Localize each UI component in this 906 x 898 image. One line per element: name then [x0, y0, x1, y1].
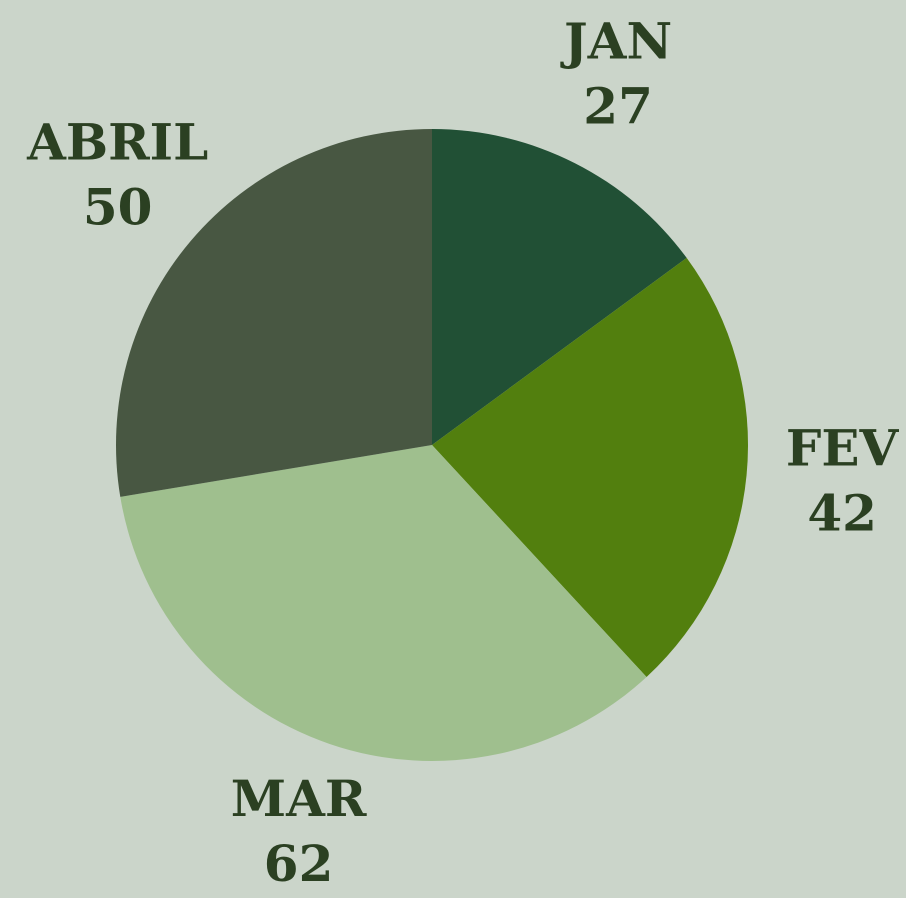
pie-slice	[120, 445, 647, 761]
slice-value: 42	[807, 483, 877, 542]
slice-label: MAR	[231, 769, 367, 828]
pie-slice	[115, 129, 432, 497]
slice-label: ABRIL	[26, 113, 208, 172]
slice-value: 62	[264, 834, 334, 893]
slice-value: 50	[83, 178, 153, 237]
slice-value: 27	[583, 76, 653, 135]
pie-slice	[432, 129, 687, 445]
slice-label: FEV	[786, 418, 900, 477]
pie-slice	[432, 257, 749, 677]
slice-label: JAN	[560, 11, 672, 70]
